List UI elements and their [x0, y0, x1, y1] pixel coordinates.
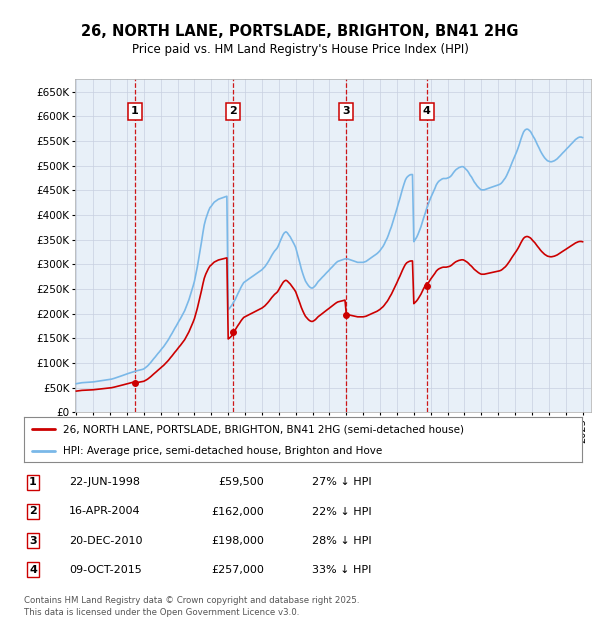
- Text: Price paid vs. HM Land Registry's House Price Index (HPI): Price paid vs. HM Land Registry's House …: [131, 43, 469, 56]
- Text: 09-OCT-2015: 09-OCT-2015: [69, 565, 142, 575]
- Text: 3: 3: [342, 107, 350, 117]
- Text: 26, NORTH LANE, PORTSLADE, BRIGHTON, BN41 2HG: 26, NORTH LANE, PORTSLADE, BRIGHTON, BN4…: [81, 24, 519, 38]
- Text: 4: 4: [29, 565, 37, 575]
- Text: 1: 1: [131, 107, 139, 117]
- Text: 4: 4: [423, 107, 431, 117]
- Text: 1: 1: [29, 477, 37, 487]
- Text: £198,000: £198,000: [211, 536, 264, 546]
- Text: 22% ↓ HPI: 22% ↓ HPI: [312, 507, 371, 516]
- Text: 33% ↓ HPI: 33% ↓ HPI: [312, 565, 371, 575]
- Text: 22-JUN-1998: 22-JUN-1998: [69, 477, 140, 487]
- Text: HPI: Average price, semi-detached house, Brighton and Hove: HPI: Average price, semi-detached house,…: [63, 446, 382, 456]
- Text: Contains HM Land Registry data © Crown copyright and database right 2025.
This d: Contains HM Land Registry data © Crown c…: [24, 596, 359, 617]
- Text: £162,000: £162,000: [211, 507, 264, 516]
- Text: £257,000: £257,000: [211, 565, 264, 575]
- Text: 2: 2: [29, 507, 37, 516]
- Text: 20-DEC-2010: 20-DEC-2010: [69, 536, 143, 546]
- Text: 28% ↓ HPI: 28% ↓ HPI: [312, 536, 371, 546]
- Text: 16-APR-2004: 16-APR-2004: [69, 507, 140, 516]
- Text: 2: 2: [229, 107, 237, 117]
- Text: 27% ↓ HPI: 27% ↓ HPI: [312, 477, 371, 487]
- Text: 3: 3: [29, 536, 37, 546]
- Text: 26, NORTH LANE, PORTSLADE, BRIGHTON, BN41 2HG (semi-detached house): 26, NORTH LANE, PORTSLADE, BRIGHTON, BN4…: [63, 424, 464, 435]
- Text: £59,500: £59,500: [218, 477, 264, 487]
